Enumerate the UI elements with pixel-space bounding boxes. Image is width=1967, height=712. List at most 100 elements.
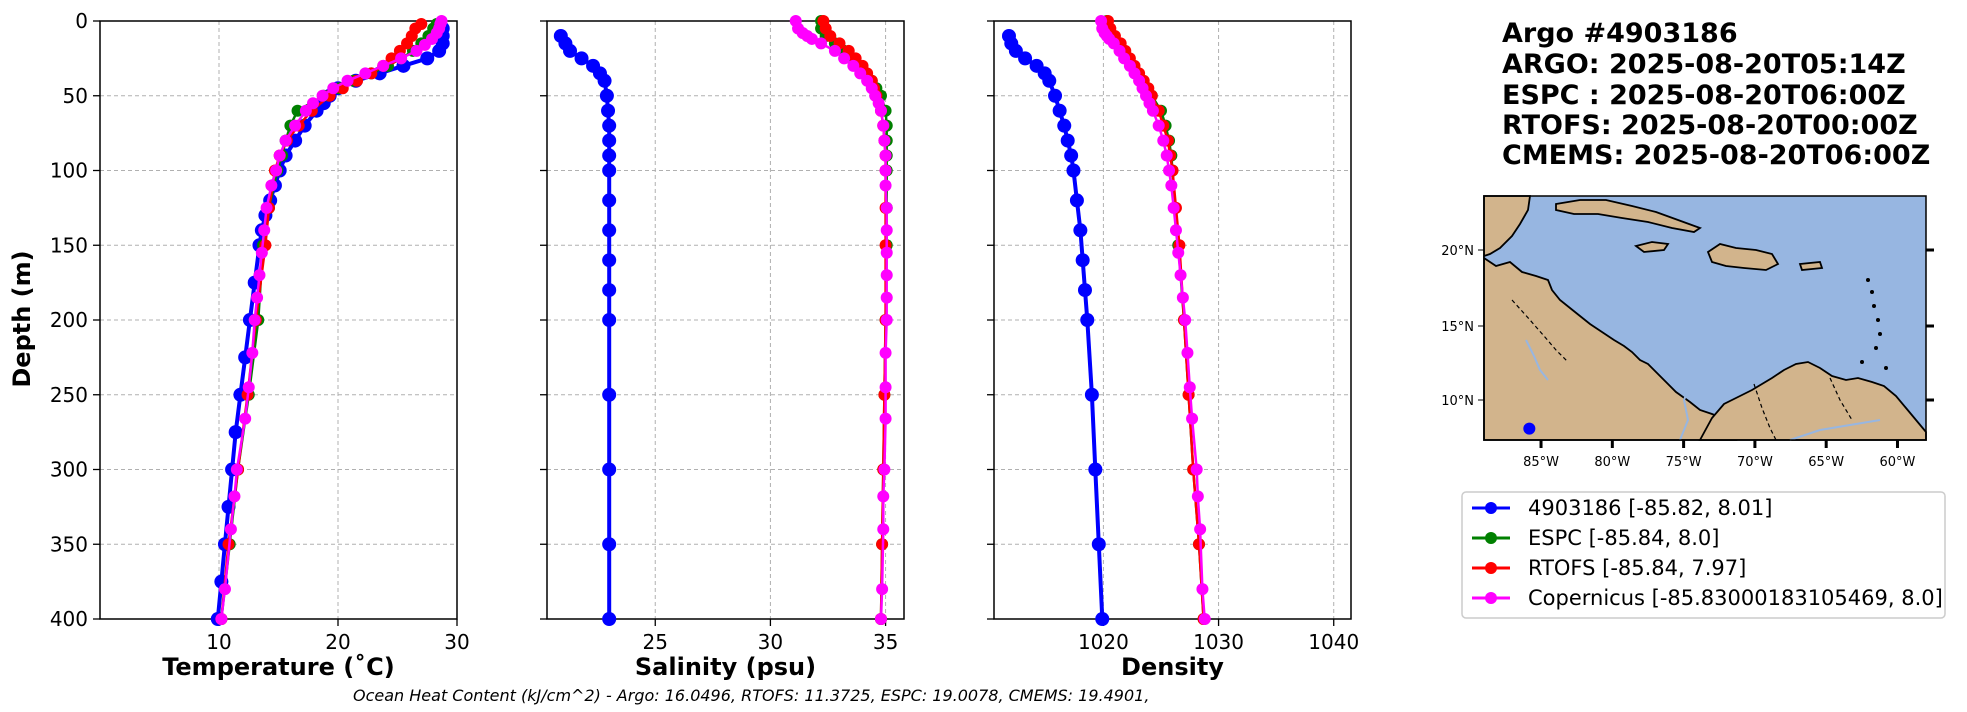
data-point-argo	[602, 537, 617, 552]
data-point-argo	[1057, 118, 1072, 133]
data-point-rtofs	[824, 29, 837, 42]
data-point-copernicus	[224, 523, 237, 536]
data-point-argo	[1048, 88, 1063, 103]
legend-label: 4903186 [-85.82, 8.01]	[1528, 496, 1772, 520]
x-tick-label: 10	[206, 630, 231, 654]
data-point-copernicus	[1196, 583, 1209, 596]
data-point-argo	[1080, 313, 1095, 327]
data-point-argo	[1066, 163, 1081, 178]
y-tick-label: 400	[50, 607, 88, 631]
data-point-copernicus	[876, 583, 889, 596]
y-tick-label: 50	[63, 84, 88, 108]
data-point-copernicus	[255, 246, 268, 259]
data-point-copernicus	[253, 269, 266, 282]
argo-location-marker	[1523, 422, 1536, 435]
data-point-copernicus	[260, 201, 273, 214]
data-point-rtofs	[1192, 538, 1205, 551]
data-point-copernicus	[273, 149, 286, 162]
map-land-hispaniola	[1706, 243, 1780, 271]
data-point-argo	[601, 103, 616, 118]
title-line-2: ARGO: 2025-08-20T05:14Z	[1502, 49, 1906, 80]
series-group	[553, 15, 893, 626]
data-point-copernicus	[879, 149, 892, 162]
data-point-copernicus	[877, 523, 890, 536]
map-lat-label: 20°N	[1441, 244, 1474, 259]
map-lon-label: 75°W	[1666, 455, 1702, 470]
series-group	[210, 15, 450, 626]
data-point-argo	[1073, 223, 1088, 238]
data-point-argo	[228, 425, 243, 440]
map-land-jamaica	[1633, 241, 1670, 253]
data-point-copernicus	[1152, 119, 1165, 132]
data-point-copernicus	[1174, 269, 1187, 282]
data-point-copernicus	[1160, 149, 1173, 162]
data-point-copernicus	[418, 38, 431, 51]
data-point-copernicus	[1176, 291, 1189, 304]
data-point-copernicus	[1169, 224, 1182, 237]
x-tick-label: 1040	[1308, 630, 1359, 654]
map-border	[1511, 299, 1569, 363]
series-group	[1001, 15, 1211, 626]
data-point-copernicus	[879, 164, 892, 177]
data-point-copernicus	[1179, 314, 1192, 326]
data-point-argo	[602, 462, 617, 477]
y-axis-label: Depth (m)	[8, 250, 36, 387]
map-river	[1525, 339, 1549, 381]
y-tick-label: 250	[50, 383, 88, 407]
legend-label: RTOFS [-85.84, 7.97]	[1528, 556, 1746, 580]
y-tick-label: 100	[50, 159, 88, 183]
y-tick-label: 200	[50, 308, 88, 332]
data-point-copernicus	[877, 490, 890, 503]
ocean-heat-content-text: Ocean Heat Content (kJ/cm^2) - Argo: 16.…	[353, 686, 1149, 705]
title-block: Argo #4903186 ARGO: 2025-08-20T05:14Z ES…	[1502, 18, 1930, 171]
data-point-copernicus	[880, 246, 893, 259]
data-point-argo	[602, 387, 617, 402]
data-point-copernicus	[248, 314, 261, 326]
data-point-copernicus	[270, 164, 283, 177]
data-point-copernicus	[1191, 490, 1204, 503]
data-point-argo	[1018, 51, 1033, 66]
data-point-argo	[602, 313, 617, 327]
x-axis-label: Density	[1121, 653, 1224, 681]
data-point-argo	[432, 43, 447, 58]
legend-item-copernicus: Copernicus [-85.83000183105469, 8.0]	[1472, 586, 1943, 610]
data-point-copernicus	[880, 269, 893, 282]
data-point-copernicus	[265, 179, 278, 192]
density-panel: 1020 1030 1040 Density	[987, 15, 1359, 681]
map-lon-label: 65°W	[1808, 455, 1844, 470]
legend-label: ESPC [-85.84, 8.0]	[1528, 526, 1719, 550]
data-point-copernicus	[1146, 104, 1159, 117]
data-point-copernicus	[228, 490, 241, 503]
data-point-copernicus	[877, 119, 890, 132]
data-point-espc	[291, 104, 304, 117]
data-point-argo	[1095, 612, 1110, 626]
x-tick-label: 30	[758, 630, 783, 654]
map-river	[1789, 419, 1881, 441]
data-point-copernicus	[359, 67, 372, 80]
map-land-yucatan	[1483, 195, 1532, 258]
data-point-argo	[1084, 387, 1099, 402]
data-point-copernicus	[1194, 523, 1207, 536]
data-point-copernicus	[1181, 346, 1194, 359]
data-point-argo	[420, 51, 435, 66]
legend-box	[1461, 491, 1946, 619]
y-tick-label: 150	[50, 233, 88, 257]
title-line-5: CMEMS: 2025-08-20T06:00Z	[1502, 140, 1930, 171]
data-point-argo	[1060, 133, 1075, 148]
data-point-copernicus	[1167, 201, 1180, 214]
data-point-copernicus	[879, 179, 892, 192]
data-point-copernicus	[410, 44, 423, 57]
legend-label: Copernicus [-85.83000183105469, 8.0]	[1528, 586, 1943, 610]
map-land-south-america	[1698, 361, 1927, 441]
data-point-copernicus	[874, 613, 887, 625]
data-point-copernicus	[299, 104, 312, 117]
data-point-copernicus	[880, 291, 893, 304]
map-lon-label: 70°W	[1737, 455, 1773, 470]
data-point-copernicus	[1163, 164, 1176, 177]
x-tick-label: 30	[444, 630, 469, 654]
map-lon-label: 85°W	[1523, 455, 1559, 470]
data-point-argo	[597, 73, 612, 88]
salinity-panel: 25 30 35 Salinity (psu)	[540, 15, 905, 681]
data-point-copernicus	[878, 134, 891, 147]
series-line-copernicus	[794, 20, 888, 620]
